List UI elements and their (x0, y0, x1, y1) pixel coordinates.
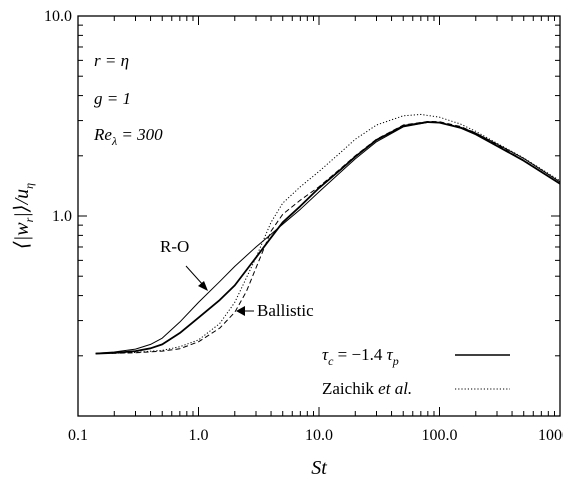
label-ro: R-O (160, 237, 189, 256)
y-tick-label-1: 10.0 (44, 8, 72, 25)
series-line-0 (95, 121, 561, 355)
arrow-ro-shaft (185, 265, 205, 287)
x-tick-label-0: 0.1 (68, 427, 88, 444)
y-tick-label-0: 1.0 (52, 208, 72, 225)
plot-frame (77, 15, 561, 417)
x-tick-label-4: 1000.0 (538, 427, 563, 444)
arrow-ballistic-head (236, 306, 245, 316)
tick-marks (77, 16, 560, 417)
series-line-2 (95, 120, 561, 355)
x-tick-label-2: 10.0 (305, 427, 333, 444)
x-tick-label-1: 1.0 (189, 427, 209, 444)
annotation-r: r = η (94, 51, 129, 70)
x-axis-label: St (311, 457, 327, 479)
legend: τc = −1.4 τp Zaichik et al. (322, 345, 510, 398)
x-tick-label-3: 100.0 (422, 427, 458, 444)
svg-text:⟨|wr|⟩/uη: ⟨|wr|⟩/uη (11, 183, 36, 249)
series-layer (95, 113, 561, 355)
annotation-g: g = 1 (94, 89, 131, 108)
label-ballistic: Ballistic (257, 301, 314, 320)
arrow-ro-head (198, 281, 208, 291)
legend-label-zaichik: Zaichik et al. (322, 379, 412, 398)
series-line-1 (95, 121, 561, 354)
tick-labels: 0.1 1.0 10.0 100.0 1000.0 1.0 10.0 (44, 8, 563, 444)
y-axis-label: ⟨|wr|⟩/uη (11, 183, 36, 249)
legend-label-tau: τc = −1.4 τp (322, 345, 399, 368)
series-line-3 (95, 113, 561, 355)
annotation-re: Reλ = 300 (93, 125, 163, 148)
